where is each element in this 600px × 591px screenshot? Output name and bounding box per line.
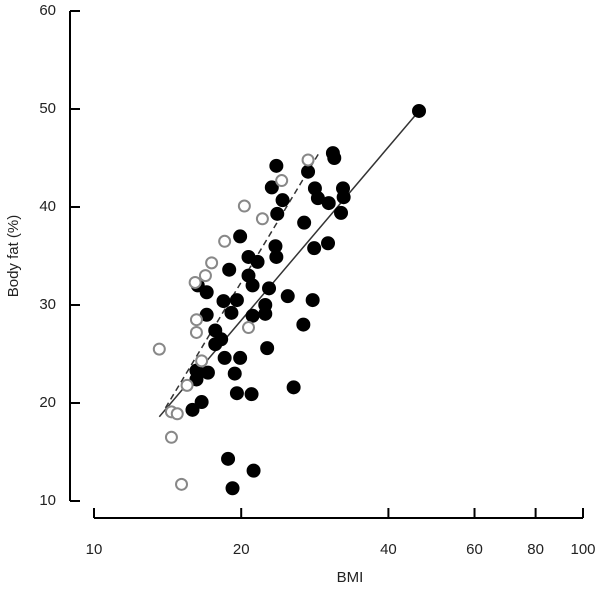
- point: [321, 236, 336, 251]
- point: [194, 395, 209, 410]
- point: [301, 164, 316, 179]
- point: [246, 463, 261, 478]
- point: [189, 372, 204, 387]
- point: [237, 199, 251, 213]
- point: [275, 174, 289, 188]
- x-tick-label: 60: [466, 541, 483, 558]
- point: [152, 342, 166, 356]
- x-tick-label: 40: [380, 541, 397, 558]
- point: [327, 151, 342, 165]
- y-tick-label: 50: [39, 100, 56, 117]
- point: [250, 254, 265, 269]
- point: [225, 481, 240, 496]
- point: [200, 365, 215, 380]
- point: [260, 341, 275, 356]
- point: [170, 407, 184, 421]
- point: [275, 193, 290, 208]
- point: [305, 293, 320, 308]
- y-tick-label: 60: [39, 2, 56, 19]
- point: [286, 380, 301, 395]
- point: [280, 289, 295, 304]
- x-tick-label: 80: [527, 541, 544, 558]
- point: [269, 158, 284, 173]
- point: [258, 298, 273, 312]
- point: [244, 387, 259, 402]
- point: [227, 366, 242, 381]
- point: [412, 103, 427, 118]
- point: [233, 229, 248, 244]
- y-tick-label: 40: [39, 198, 56, 215]
- point: [245, 278, 260, 293]
- y-tick-label: 30: [39, 296, 56, 313]
- point: [175, 477, 189, 491]
- point: [164, 430, 178, 444]
- point: [205, 256, 219, 270]
- point: [336, 190, 351, 205]
- x-tick-label: 10: [86, 541, 103, 558]
- point: [229, 386, 244, 401]
- x-tick-label: 100: [570, 541, 595, 558]
- point: [208, 337, 223, 352]
- point: [307, 241, 322, 256]
- point: [242, 321, 256, 335]
- point: [189, 325, 203, 339]
- point: [245, 308, 260, 323]
- point: [189, 313, 203, 327]
- point: [218, 234, 232, 248]
- point: [255, 212, 269, 226]
- point: [270, 206, 285, 221]
- x-tick-label: 20: [233, 541, 250, 558]
- point: [269, 249, 284, 264]
- point: [296, 317, 311, 332]
- point: [195, 354, 209, 368]
- point: [221, 451, 236, 466]
- point: [224, 305, 239, 320]
- y-axis-label: Body fat (%): [5, 215, 22, 298]
- point: [185, 402, 200, 417]
- point: [301, 153, 315, 167]
- point: [180, 378, 194, 392]
- point: [297, 215, 312, 230]
- point: [199, 285, 214, 300]
- point: [233, 350, 248, 365]
- point: [229, 293, 244, 308]
- point: [216, 294, 231, 309]
- point: [321, 196, 336, 211]
- point: [262, 281, 277, 296]
- point: [188, 275, 202, 289]
- point: [264, 180, 279, 195]
- y-tick-label: 10: [39, 492, 56, 509]
- y-tick-label: 20: [39, 394, 56, 411]
- point: [217, 350, 232, 365]
- point: [334, 205, 349, 220]
- point: [222, 262, 237, 277]
- point: [198, 269, 212, 283]
- x-axis-label: BMI: [337, 569, 364, 586]
